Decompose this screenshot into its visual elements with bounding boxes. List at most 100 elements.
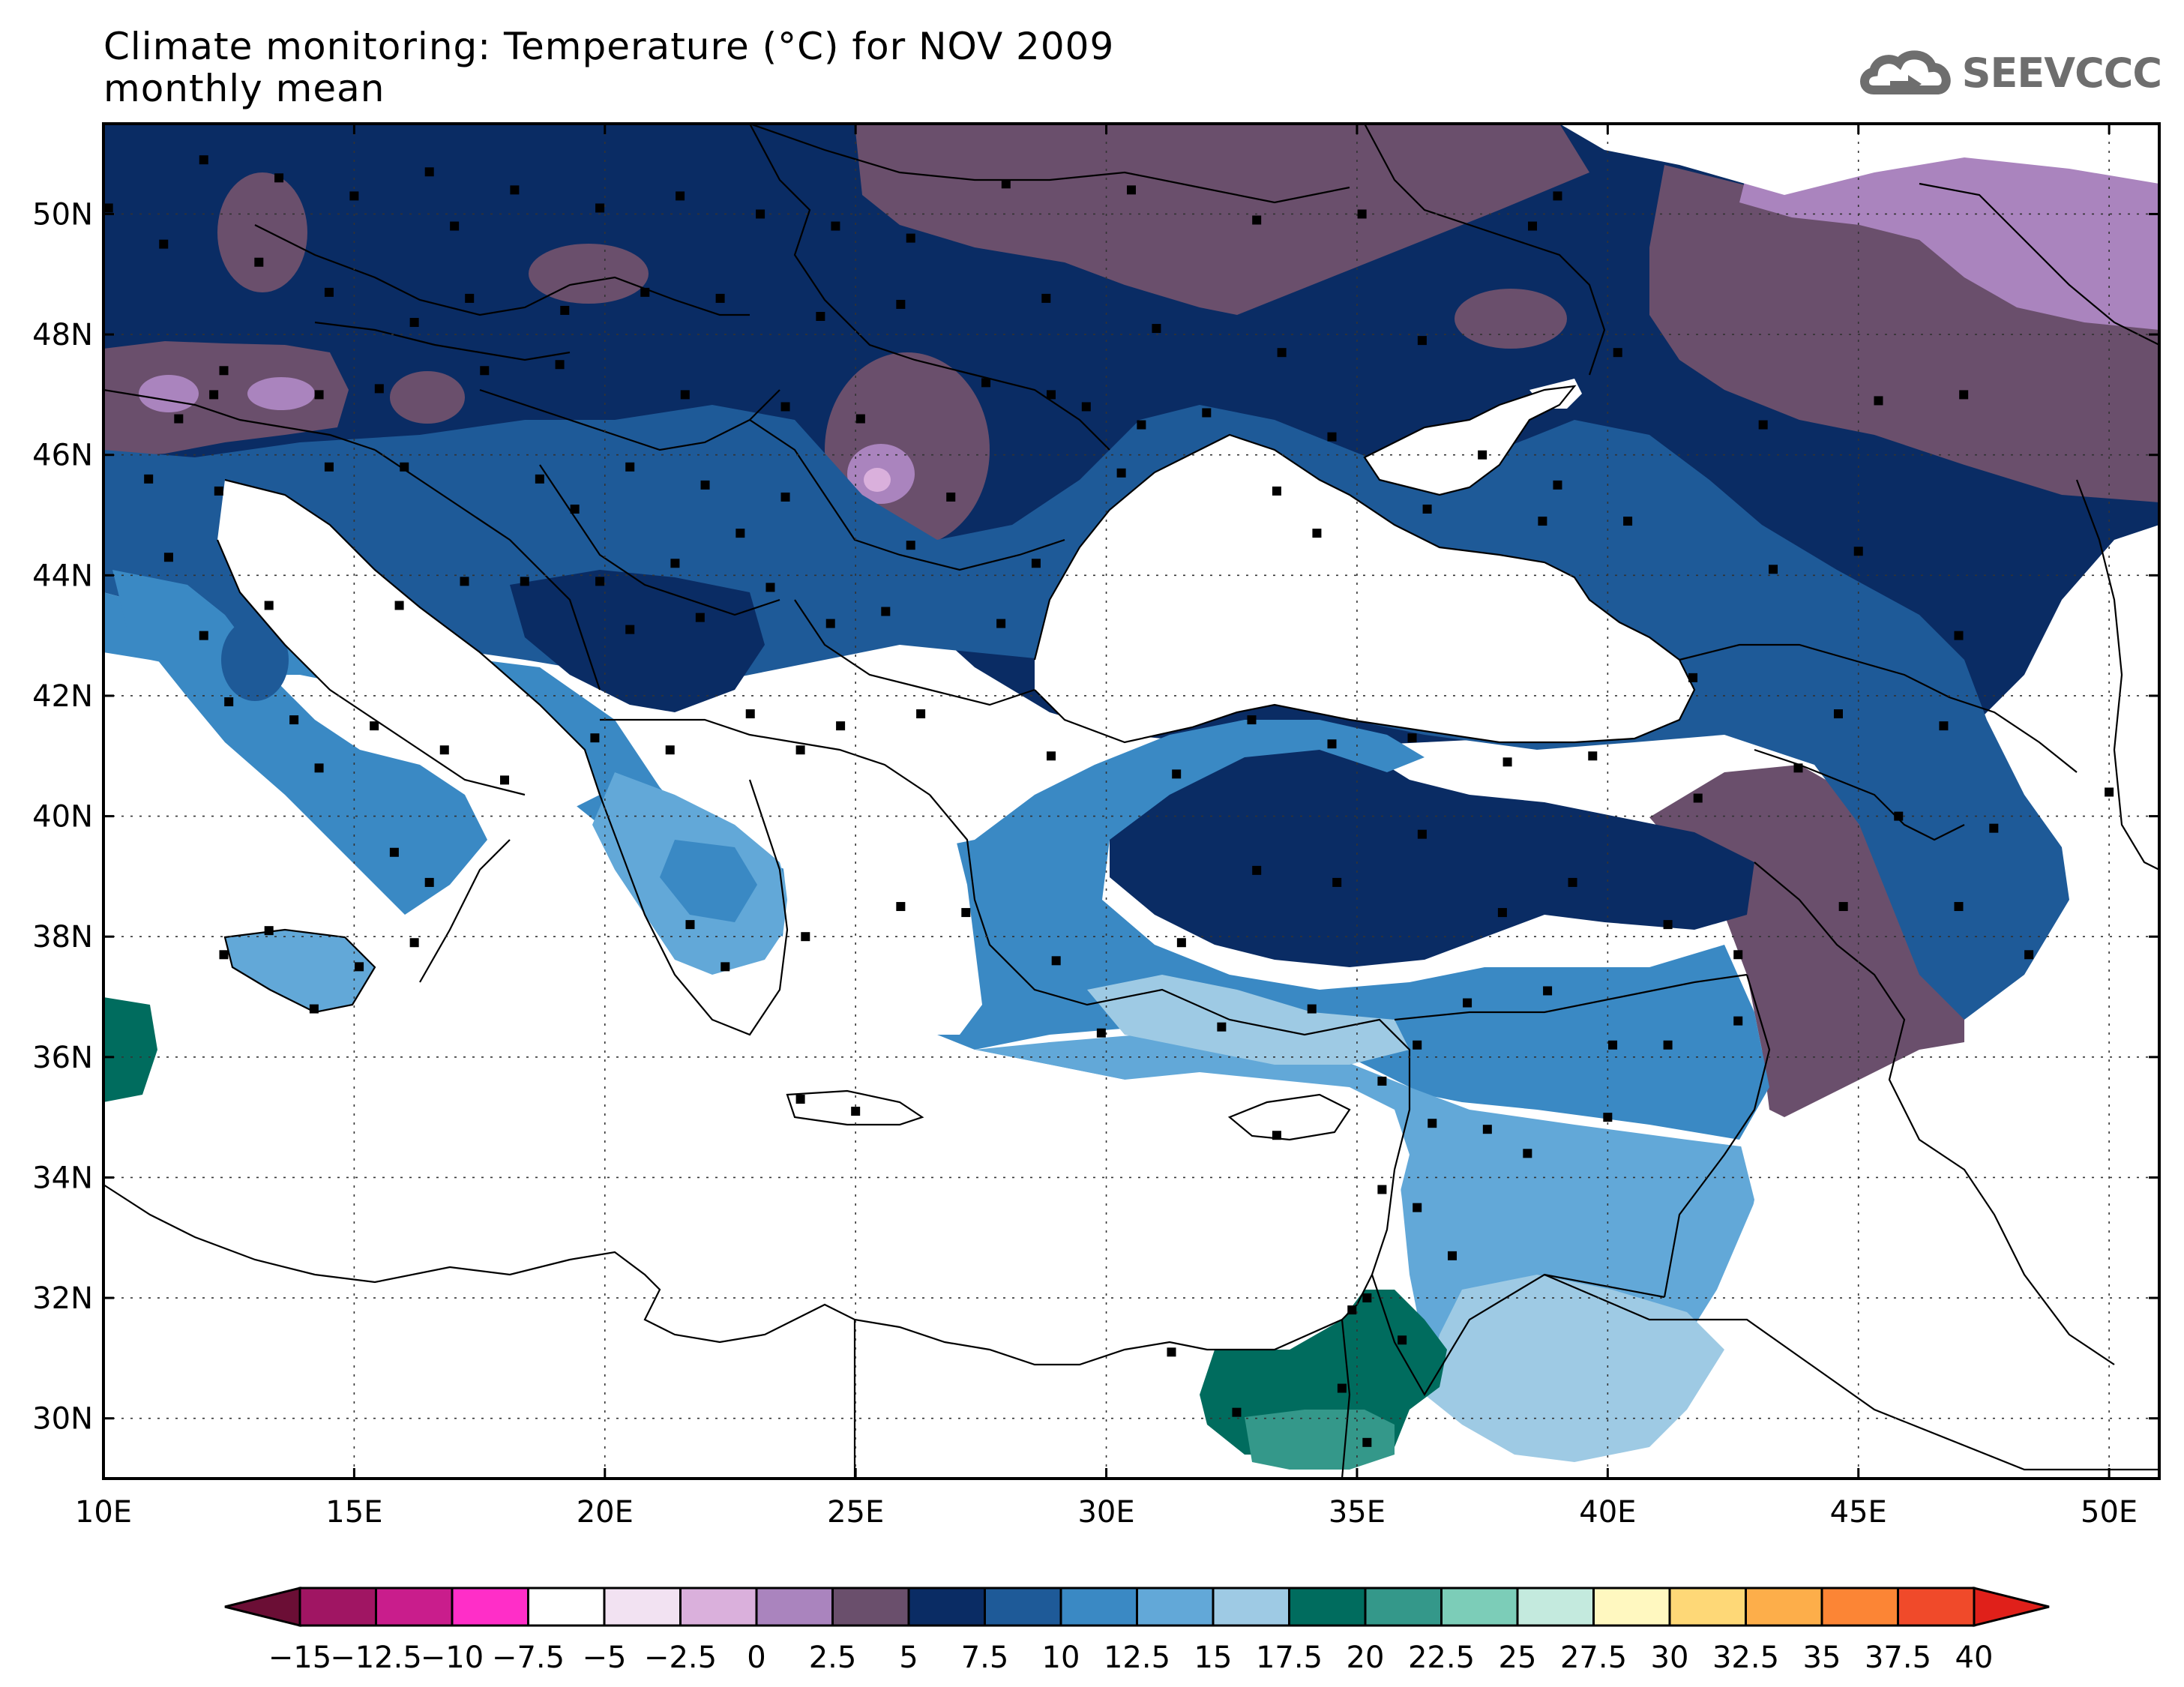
station-marker xyxy=(1081,402,1091,412)
station-marker xyxy=(881,607,891,616)
field-patch-greece-inner xyxy=(660,840,757,922)
station-marker xyxy=(1853,547,1863,556)
station-marker xyxy=(1046,751,1056,761)
colorbar-label: 25 xyxy=(1499,1641,1537,1675)
station-marker xyxy=(1327,432,1337,442)
lon-label: 15E xyxy=(325,1495,382,1530)
station-marker xyxy=(1623,517,1633,526)
north-africa-desert-mask xyxy=(1574,1005,2159,1479)
station-marker xyxy=(199,631,208,640)
station-marker xyxy=(224,697,234,706)
colorbar-swatch xyxy=(451,1587,529,1627)
station-marker xyxy=(409,938,419,948)
coastline-sicily xyxy=(223,928,376,1014)
border-romania xyxy=(749,419,1065,571)
station-marker xyxy=(1553,480,1562,490)
lon-label: 35E xyxy=(1329,1495,1386,1530)
border-iran xyxy=(1754,861,2115,1365)
station-marker xyxy=(510,185,520,195)
station-marker xyxy=(400,462,409,472)
colorbar-swatch xyxy=(1440,1587,1519,1627)
colorbar-label: −7.5 xyxy=(492,1641,565,1675)
lat-label: 44N xyxy=(32,559,93,593)
station-marker xyxy=(309,1004,319,1014)
station-marker xyxy=(209,390,219,400)
station-marker xyxy=(424,877,434,887)
coastline-adriatic xyxy=(224,478,601,796)
coastline-black-sea xyxy=(1033,433,1696,744)
station-marker xyxy=(1116,468,1126,478)
lat-label: 34N xyxy=(32,1161,93,1195)
station-marker xyxy=(1217,1022,1227,1032)
colorbar-label: 0 xyxy=(747,1641,765,1675)
field-patch-navy-balkans xyxy=(510,570,765,712)
station-marker xyxy=(1172,769,1182,779)
station-marker xyxy=(1688,673,1698,682)
field-band-7_5-10 xyxy=(103,405,2069,1020)
coastline-cyprus xyxy=(1227,1093,1351,1141)
lon-label: 40E xyxy=(1579,1495,1636,1530)
station-marker xyxy=(1137,420,1146,430)
logo-text: SEEVCCC xyxy=(1961,49,2162,97)
lon-label: 45E xyxy=(1830,1495,1887,1530)
station-marker xyxy=(1272,1131,1281,1140)
station-marker xyxy=(1608,1040,1618,1050)
station-marker xyxy=(816,311,825,321)
station-marker xyxy=(2105,787,2114,797)
border-ukraine-west xyxy=(749,124,1110,451)
station-marker xyxy=(1502,757,1512,767)
station-marker xyxy=(1167,1347,1176,1357)
colorbar-label: 2.5 xyxy=(809,1641,857,1675)
colorbar-label: 22.5 xyxy=(1408,1641,1475,1675)
station-marker xyxy=(685,920,695,930)
colorbar-swatch xyxy=(1212,1587,1290,1627)
lon-label: 20E xyxy=(577,1495,634,1530)
border-belarus xyxy=(749,124,1350,204)
station-marker xyxy=(1357,209,1367,219)
station-marker xyxy=(560,305,570,315)
station-marker xyxy=(1733,1016,1743,1026)
field-patch-sinai-light-green xyxy=(1245,1410,1395,1470)
station-marker xyxy=(756,209,765,219)
station-marker xyxy=(219,366,229,376)
station-marker xyxy=(465,293,475,303)
station-marker xyxy=(855,414,865,424)
station-marker xyxy=(1538,517,1547,526)
station-marker xyxy=(795,1095,805,1104)
border-caspian xyxy=(2075,479,2159,870)
station-marker xyxy=(735,529,745,538)
black-sea-mask xyxy=(1035,435,1694,742)
border-kazakh xyxy=(1919,182,2159,346)
station-marker xyxy=(665,745,675,755)
colorbar-label: 32.5 xyxy=(1712,1641,1779,1675)
station-marker xyxy=(349,191,359,201)
right-triangle-icon xyxy=(1973,1587,2050,1627)
station-marker xyxy=(1252,215,1262,225)
station-marker xyxy=(961,908,971,918)
colorbar: −15−12.5−10 −7.5 −5 −2.5 0 2.5 5 7.5 10 12.5 15 17.… xyxy=(224,1587,2050,1675)
station-marker xyxy=(670,559,680,568)
station-marker xyxy=(1312,529,1322,538)
station-marker xyxy=(1272,486,1281,496)
border-hungary xyxy=(479,388,780,451)
station-marker xyxy=(1398,1335,1407,1345)
field-patch-italy xyxy=(112,570,487,915)
station-marker xyxy=(439,745,449,755)
seevccc-logo: SEEVCCC xyxy=(1859,46,2162,99)
crimea-mask xyxy=(1365,386,1574,495)
field-band-2_5-5-northeast xyxy=(855,124,1589,315)
station-marker xyxy=(896,299,906,309)
border-caucasus xyxy=(1679,643,2078,773)
station-marker xyxy=(996,619,1006,628)
station-marker xyxy=(103,203,113,213)
colorbar-label: 20 xyxy=(1347,1641,1385,1675)
station-marker xyxy=(1793,763,1803,773)
colorbar-label: 30 xyxy=(1651,1641,1689,1675)
station-marker xyxy=(715,293,725,303)
station-marker xyxy=(1417,829,1427,839)
coastline-crete xyxy=(786,1089,924,1126)
lat-label: 46N xyxy=(32,439,93,473)
lat-label: 36N xyxy=(32,1041,93,1075)
lon-label: 25E xyxy=(827,1495,884,1530)
